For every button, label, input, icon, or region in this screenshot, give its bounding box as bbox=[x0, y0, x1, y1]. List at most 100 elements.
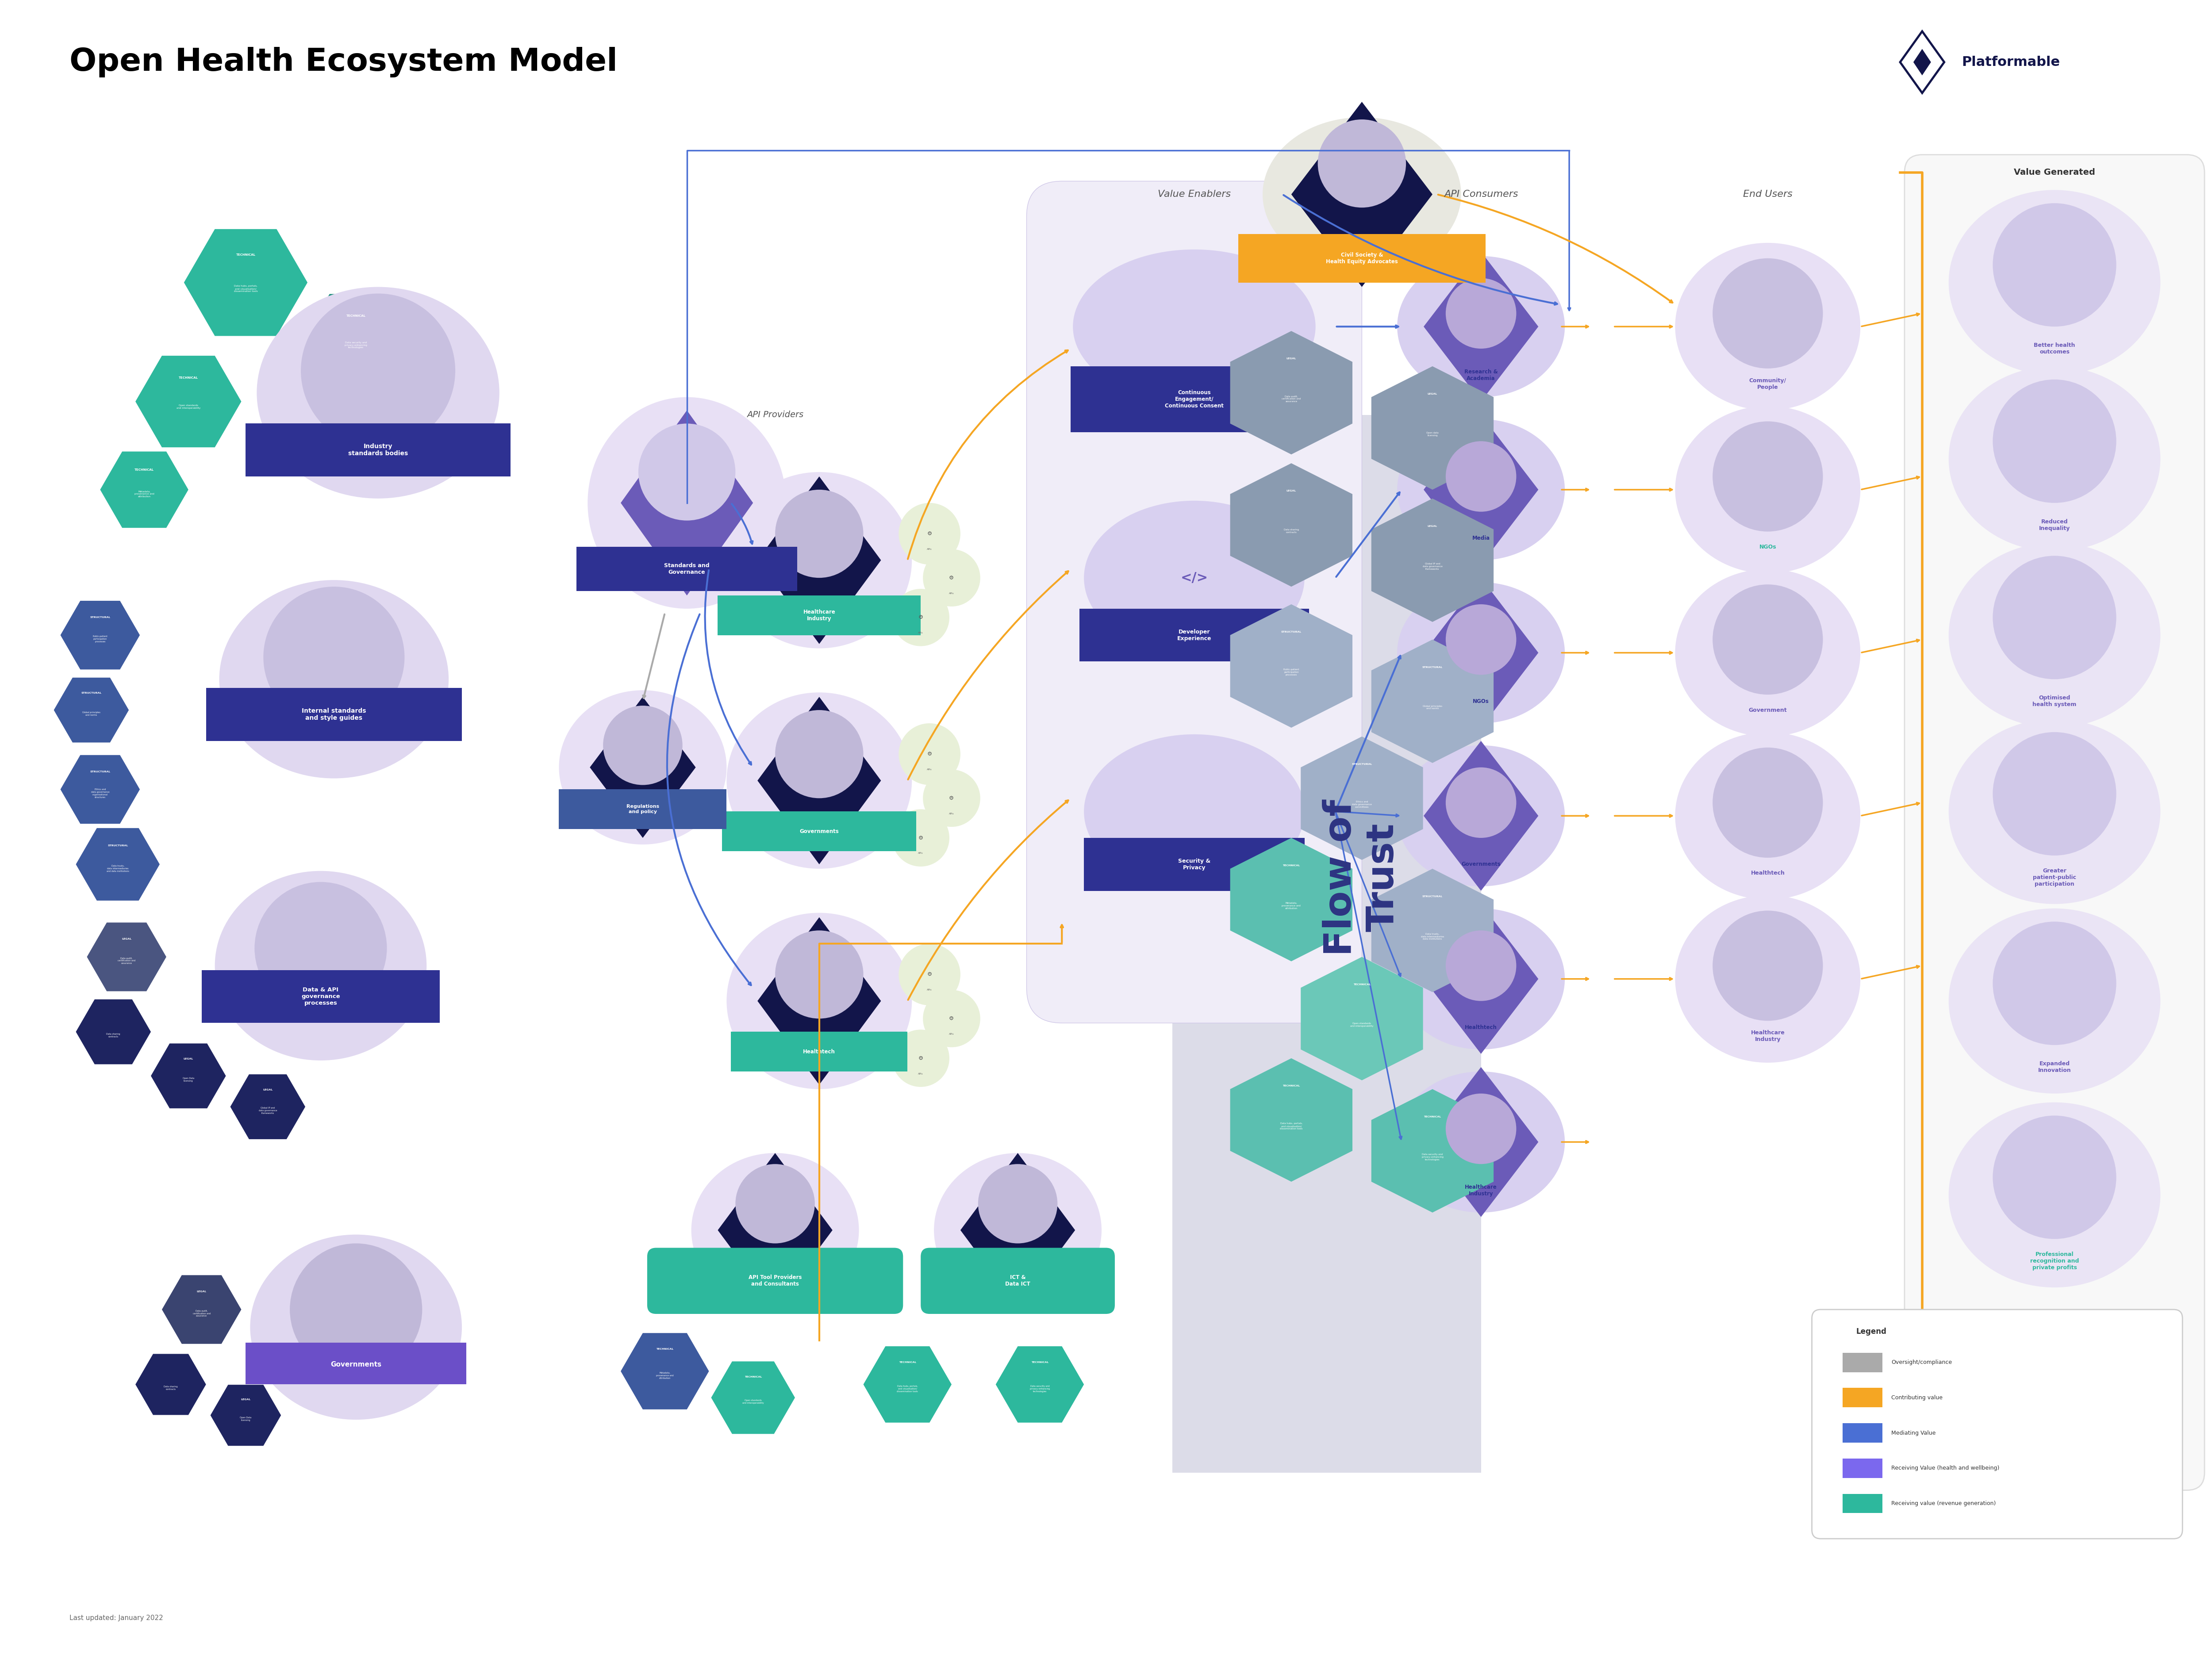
Ellipse shape bbox=[588, 397, 785, 609]
Ellipse shape bbox=[933, 1153, 1102, 1307]
Polygon shape bbox=[135, 1354, 206, 1415]
Text: APIs: APIs bbox=[927, 768, 931, 770]
Text: Receiving Value (health and wellbeing): Receiving Value (health and wellbeing) bbox=[1891, 1465, 2000, 1471]
Ellipse shape bbox=[726, 472, 911, 648]
Text: Data sharing
contracts: Data sharing contracts bbox=[1283, 529, 1298, 534]
Text: Healthtech: Healthtech bbox=[1464, 1024, 1498, 1030]
Text: APIs: APIs bbox=[918, 1073, 922, 1075]
Text: TECHNICAL: TECHNICAL bbox=[1354, 984, 1371, 986]
FancyBboxPatch shape bbox=[1812, 1309, 2183, 1538]
Text: Security &
Privacy: Security & Privacy bbox=[1179, 859, 1210, 870]
Ellipse shape bbox=[1949, 367, 2161, 551]
Text: STRUCTURAL: STRUCTURAL bbox=[1422, 896, 1442, 897]
Ellipse shape bbox=[922, 549, 980, 606]
Ellipse shape bbox=[774, 490, 863, 578]
Text: Healthcare
Industry: Healthcare Industry bbox=[1750, 1030, 1785, 1043]
Ellipse shape bbox=[726, 693, 911, 869]
Text: Ethics and
data governance
organisational
structures: Ethics and data governance organisationa… bbox=[91, 788, 108, 798]
Ellipse shape bbox=[301, 293, 456, 449]
Ellipse shape bbox=[1398, 909, 1564, 1050]
Polygon shape bbox=[1371, 639, 1493, 763]
Ellipse shape bbox=[774, 931, 863, 1018]
Text: Governments: Governments bbox=[330, 1361, 380, 1368]
Text: Media: Media bbox=[1473, 536, 1491, 541]
Text: Industry
standards bodies: Industry standards bodies bbox=[347, 444, 407, 457]
Polygon shape bbox=[230, 1075, 305, 1140]
Text: TECHNICAL: TECHNICAL bbox=[1283, 1085, 1301, 1086]
Polygon shape bbox=[135, 355, 241, 447]
Text: Flow of
Trust: Flow of Trust bbox=[1323, 798, 1402, 956]
Text: Continuous
Engagement/
Continuous Consent: Continuous Engagement/ Continuous Consen… bbox=[1166, 390, 1223, 408]
FancyBboxPatch shape bbox=[648, 1247, 902, 1314]
Text: Public-patient
participation
processes: Public-patient participation processes bbox=[1283, 668, 1298, 676]
Text: End Users: End Users bbox=[1743, 189, 1792, 199]
Text: STRUCTURAL: STRUCTURAL bbox=[91, 616, 111, 618]
Polygon shape bbox=[717, 1153, 832, 1307]
Text: Government: Government bbox=[1750, 706, 1787, 713]
Polygon shape bbox=[1425, 251, 1537, 402]
Text: Global principles
and norms: Global principles and norms bbox=[1422, 705, 1442, 710]
Text: LEGAL: LEGAL bbox=[1287, 490, 1296, 492]
Ellipse shape bbox=[1447, 278, 1515, 348]
Ellipse shape bbox=[1447, 931, 1515, 1001]
Text: Data sharing
contracts: Data sharing contracts bbox=[164, 1386, 177, 1391]
Ellipse shape bbox=[1398, 745, 1564, 886]
Text: Data audit,
certification and
assurance: Data audit, certification and assurance bbox=[117, 958, 135, 964]
Text: TECHNICAL: TECHNICAL bbox=[347, 315, 365, 318]
Text: Mediating Value: Mediating Value bbox=[1891, 1430, 1936, 1436]
Bar bbox=[1843, 1458, 1882, 1478]
Bar bbox=[721, 812, 916, 850]
Text: Data & API
governance
processes: Data & API governance processes bbox=[301, 988, 341, 1006]
Ellipse shape bbox=[1712, 748, 1823, 857]
Ellipse shape bbox=[1318, 119, 1407, 208]
Text: TECHNICAL: TECHNICAL bbox=[179, 377, 199, 378]
Text: STRUCTURAL: STRUCTURAL bbox=[1352, 763, 1371, 765]
Text: Optimised
health system: Optimised health system bbox=[2033, 695, 2077, 708]
Text: Value Generated: Value Generated bbox=[2013, 167, 2095, 176]
Ellipse shape bbox=[734, 1163, 814, 1244]
Text: ⚙: ⚙ bbox=[949, 574, 953, 581]
Text: ICT &
Data ICT: ICT & Data ICT bbox=[1004, 1274, 1031, 1287]
Ellipse shape bbox=[254, 882, 387, 1014]
Ellipse shape bbox=[560, 690, 726, 844]
Polygon shape bbox=[1230, 839, 1352, 961]
Text: Global IP and
data governance
frameworks: Global IP and data governance frameworks bbox=[1422, 562, 1442, 571]
Ellipse shape bbox=[257, 286, 500, 499]
Text: Global principles
and norms: Global principles and norms bbox=[82, 711, 100, 716]
Bar bbox=[1172, 415, 1327, 1473]
Text: Standards and
Governance: Standards and Governance bbox=[664, 562, 710, 576]
Text: Data hubs, portals,
and visualisation/
dissemination tools: Data hubs, portals, and visualisation/ d… bbox=[234, 285, 257, 293]
Ellipse shape bbox=[1949, 909, 2161, 1093]
Text: APIs: APIs bbox=[949, 593, 953, 594]
Text: Last updated: January 2022: Last updated: January 2022 bbox=[69, 1615, 164, 1622]
Ellipse shape bbox=[1674, 569, 1860, 737]
Bar bbox=[206, 688, 462, 742]
Text: Healthcare
Industry: Healthcare Industry bbox=[1464, 1184, 1498, 1197]
Text: API Tool Providers
and Consultants: API Tool Providers and Consultants bbox=[748, 1274, 801, 1287]
Text: LEGAL: LEGAL bbox=[241, 1398, 250, 1401]
Text: Open standards
and interoperability: Open standards and interoperability bbox=[743, 1399, 763, 1404]
Text: Data audit,
certification and
assurance: Data audit, certification and assurance bbox=[1281, 395, 1301, 402]
Polygon shape bbox=[1371, 869, 1493, 993]
Text: TECHNICAL: TECHNICAL bbox=[898, 1361, 916, 1364]
Polygon shape bbox=[1425, 415, 1537, 564]
Text: ⚙: ⚙ bbox=[949, 795, 953, 802]
FancyBboxPatch shape bbox=[1905, 154, 2205, 1490]
Ellipse shape bbox=[726, 912, 911, 1090]
Polygon shape bbox=[1292, 102, 1433, 286]
Ellipse shape bbox=[1674, 896, 1860, 1063]
Polygon shape bbox=[1230, 604, 1352, 728]
Bar bbox=[717, 596, 920, 634]
Polygon shape bbox=[1371, 499, 1493, 623]
Text: LEGAL: LEGAL bbox=[1287, 358, 1296, 360]
Text: Governments: Governments bbox=[799, 829, 838, 834]
Text: API Consumers: API Consumers bbox=[1444, 189, 1517, 199]
Text: Global IP and
data governance
frameworks: Global IP and data governance frameworks bbox=[259, 1107, 276, 1115]
Bar bbox=[1327, 415, 1482, 1473]
Ellipse shape bbox=[1084, 735, 1305, 889]
Polygon shape bbox=[53, 678, 128, 743]
Bar bbox=[730, 1031, 907, 1071]
Text: Ethics and
data governance
committees: Ethics and data governance committees bbox=[1352, 800, 1371, 809]
Bar bbox=[201, 971, 440, 1023]
Ellipse shape bbox=[1949, 1103, 2161, 1287]
